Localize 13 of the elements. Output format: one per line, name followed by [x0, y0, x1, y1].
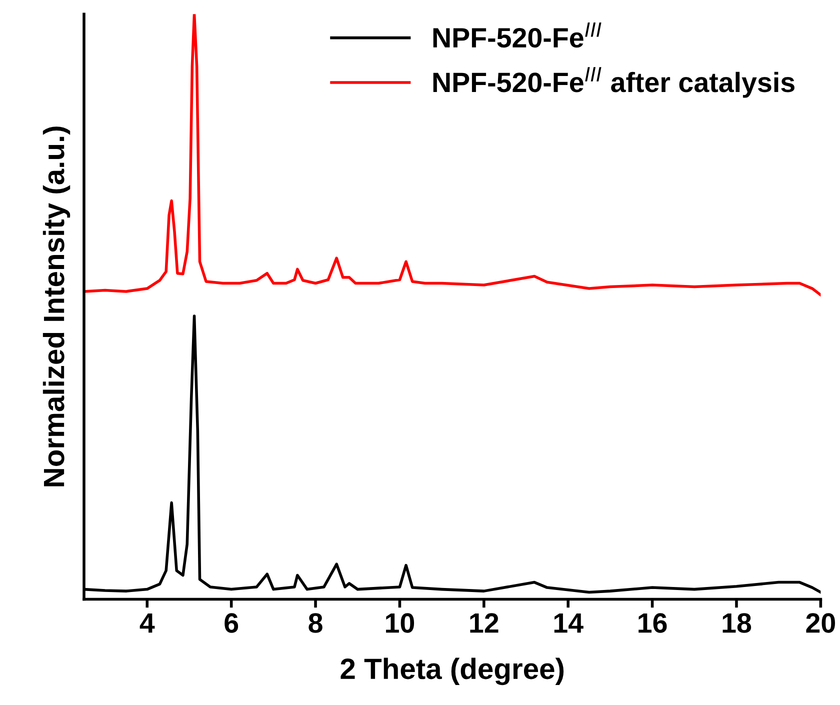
x-tick-label: 14: [554, 613, 584, 633]
x-tick-label: 6: [224, 613, 238, 633]
x-tick-label: 18: [722, 613, 752, 633]
x-axis-title: 2 Theta (degree): [340, 658, 564, 686]
x-tick-label: 16: [638, 613, 667, 633]
legend-label: NPF-520-Fe$^{III}$: [433, 22, 602, 48]
x-tick-label: 20: [806, 613, 835, 633]
x-tick-label: 12: [470, 613, 498, 633]
x-tick-label: 4: [140, 613, 155, 633]
x-tick-label: 8: [308, 613, 322, 633]
y-axis-title: Normalized Intensity (a.u.): [42, 126, 70, 486]
x-tick-label: 10: [386, 613, 414, 633]
legend-label: NPF-520-Fe$^{III}$ after catalysis: [433, 67, 794, 98]
